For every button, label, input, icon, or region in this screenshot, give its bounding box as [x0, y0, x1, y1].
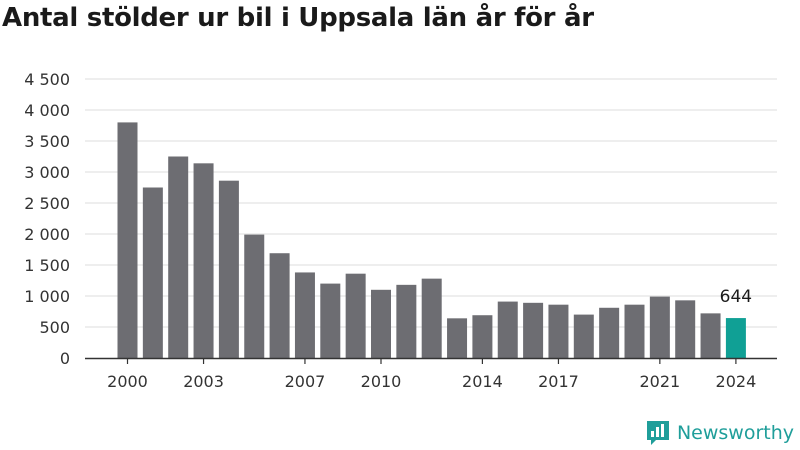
bar	[472, 315, 493, 358]
x-tick-label: 2014	[462, 372, 503, 391]
bar	[345, 273, 366, 358]
bar	[294, 272, 315, 358]
newsworthy-logo: Newsworthy	[645, 419, 794, 447]
bar	[523, 302, 544, 358]
bar	[117, 122, 138, 359]
bar	[244, 234, 265, 358]
bar	[573, 314, 594, 358]
bar	[396, 284, 417, 358]
x-tick-label: 2000	[107, 372, 148, 391]
x-tick-label: 2010	[361, 372, 402, 391]
bar	[142, 187, 163, 358]
bar	[193, 163, 214, 358]
bar	[320, 283, 341, 358]
bar	[675, 300, 696, 358]
y-tick-label: 500	[39, 318, 70, 337]
x-tick-label: 2021	[639, 372, 680, 391]
bar	[269, 253, 290, 358]
y-tick-label: 4 500	[24, 70, 70, 89]
data-label: 644	[720, 287, 752, 307]
bar	[599, 307, 620, 358]
y-tick-label: 1 000	[24, 287, 70, 306]
bar-highlight	[725, 318, 746, 358]
bar	[447, 318, 468, 358]
x-tick-label: 2007	[285, 372, 326, 391]
newsworthy-logo-icon	[646, 421, 669, 445]
bar	[624, 304, 645, 358]
y-tick-label: 1 500	[24, 256, 70, 275]
bar	[548, 304, 569, 358]
newsworthy-logo-text: Newsworthy	[676, 422, 794, 444]
y-tick-label: 3 000	[24, 163, 70, 182]
bar	[371, 289, 391, 358]
bar	[218, 180, 239, 358]
bar	[497, 301, 518, 358]
x-tick-label: 2017	[538, 372, 579, 391]
bar	[649, 296, 670, 358]
y-tick-label: 3 500	[24, 132, 70, 151]
y-tick-label: 2 000	[24, 225, 70, 244]
bar	[421, 278, 442, 358]
x-tick-label: 2003	[183, 372, 224, 391]
bar	[168, 156, 189, 358]
chart-title: Antal stölder ur bil i Uppsala län år fö…	[2, 3, 594, 33]
y-tick-label: 2 500	[24, 194, 70, 213]
bar	[700, 313, 721, 358]
x-tick-label: 2024	[716, 372, 757, 391]
y-tick-label: 4 000	[24, 101, 70, 120]
y-tick-label: 0	[60, 349, 70, 368]
